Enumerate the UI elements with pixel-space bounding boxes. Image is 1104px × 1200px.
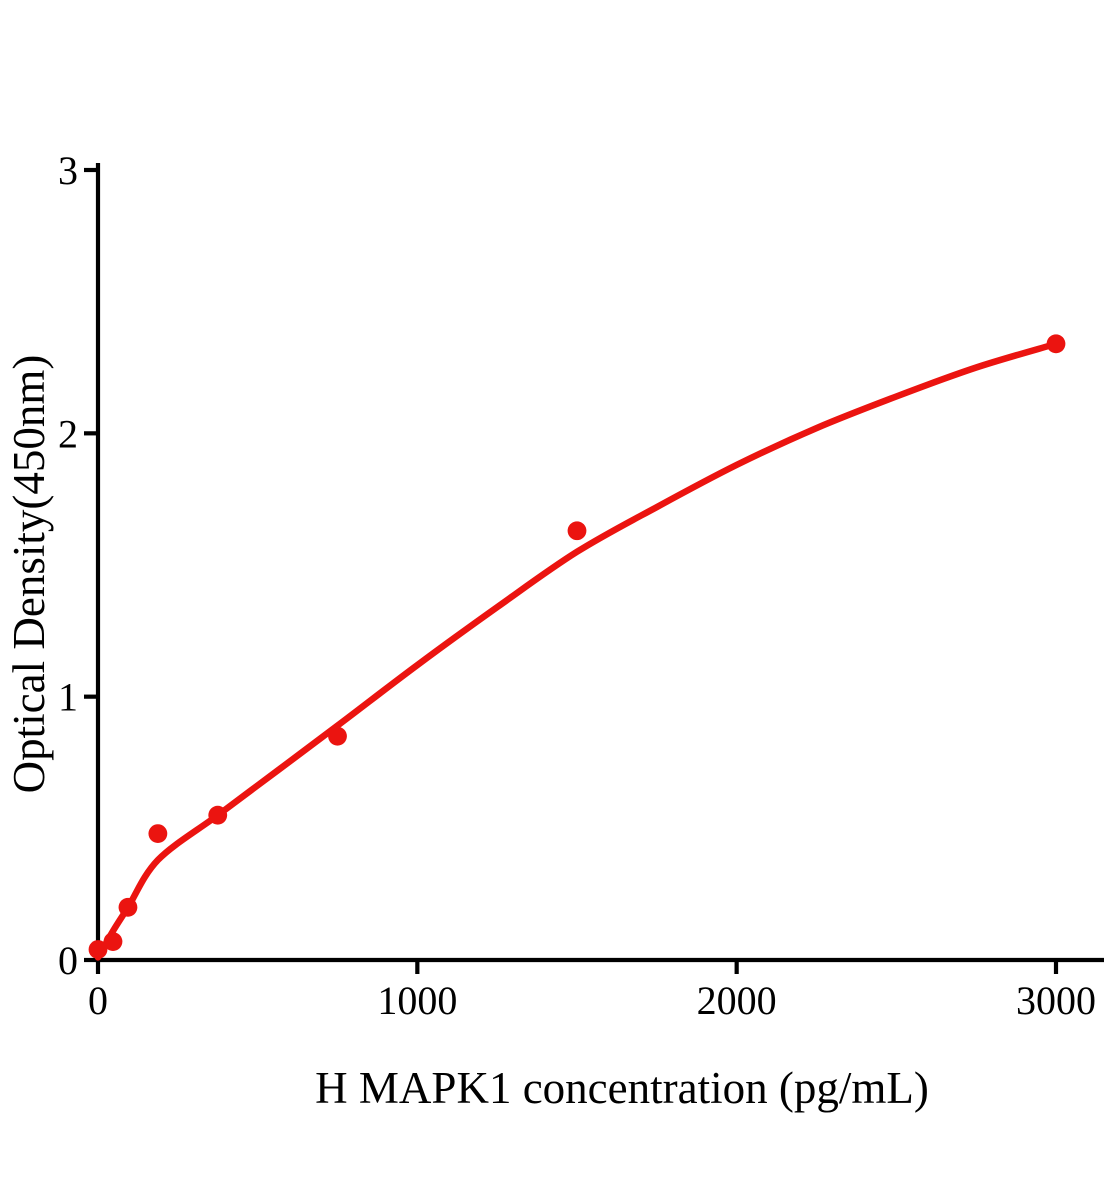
data-point-marker bbox=[118, 897, 138, 917]
data-point-marker bbox=[208, 805, 228, 825]
x-tick-label: 3000 bbox=[1016, 978, 1096, 1023]
data-point-marker bbox=[1046, 334, 1066, 354]
x-axis-title: H MAPK1 concentration (pg/mL) bbox=[315, 1063, 929, 1113]
y-tick-label: 0 bbox=[58, 938, 78, 983]
data-point-marker bbox=[328, 726, 347, 746]
y-tick-label: 2 bbox=[58, 411, 78, 456]
y-tick-label: 3 bbox=[58, 148, 78, 193]
data-point-marker bbox=[567, 521, 587, 541]
data-point-marker bbox=[103, 932, 123, 951]
tick-labels: 0 1000 2000 3000 0 1 2 3 bbox=[58, 148, 1096, 1023]
x-tick-label: 2000 bbox=[697, 978, 777, 1023]
data-point-marker bbox=[88, 940, 108, 959]
y-tick-label: 1 bbox=[58, 675, 78, 720]
x-tick-label: 1000 bbox=[377, 978, 457, 1023]
y-axis-title: Optical Density(450nm) bbox=[4, 355, 54, 794]
fit-curve-line bbox=[94, 340, 1060, 961]
data-point-marker bbox=[148, 824, 168, 843]
x-tick-label: 0 bbox=[88, 978, 108, 1023]
data-series bbox=[88, 334, 1066, 961]
axes bbox=[84, 163, 1104, 974]
